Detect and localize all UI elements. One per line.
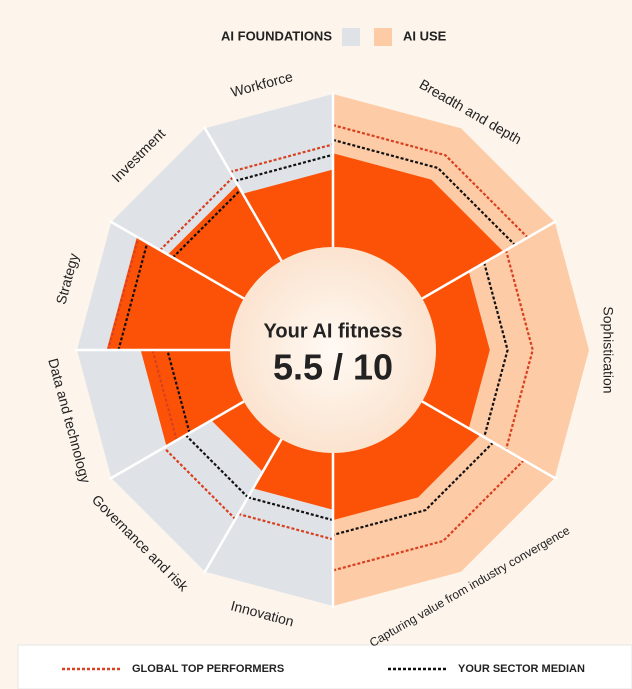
score-sector [333, 153, 504, 302]
score-sector [140, 350, 249, 447]
legend-box [17, 644, 632, 689]
legend-label: AI FOUNDATIONS [221, 28, 332, 43]
benchmark-line [332, 459, 525, 572]
benchmark-line [229, 143, 334, 173]
benchmark-line [238, 512, 334, 541]
benchmark-line [172, 189, 242, 259]
category-label: Strategy [53, 251, 82, 306]
benchmark-line [332, 441, 494, 536]
benchmark-line [504, 249, 534, 451]
legend-swatch [374, 28, 392, 46]
score-sector [242, 169, 333, 266]
center-value: 5.5 / 10 [273, 347, 393, 388]
category-label: Sophistication [600, 306, 616, 393]
legend-label: AI USE [403, 28, 447, 43]
benchmark-line [159, 176, 234, 251]
benchmark-line [117, 242, 149, 351]
legend-label: GLOBAL TOP PERFORMERS [132, 663, 284, 675]
benchmark-line [151, 349, 178, 441]
score-sector [417, 271, 490, 429]
score-sector [167, 184, 285, 302]
center-title: Your AI fitness [264, 320, 403, 342]
benchmark-line [332, 124, 529, 239]
center-disc [230, 247, 436, 453]
category-label: Workforce [229, 68, 295, 100]
score-sector [253, 434, 333, 510]
benchmark-line [107, 237, 140, 351]
score-sector [333, 398, 481, 521]
legend-label: YOUR SECTOR MEDIAN [458, 663, 585, 675]
benchmark-line [483, 262, 509, 438]
benchmark-line [332, 138, 516, 246]
benchmark-line [163, 446, 237, 520]
score-sector [106, 236, 249, 350]
benchmark-line [166, 349, 191, 434]
benchmark-line [235, 153, 334, 182]
category-label: Innovation [229, 597, 296, 629]
legend-swatch [342, 28, 360, 46]
